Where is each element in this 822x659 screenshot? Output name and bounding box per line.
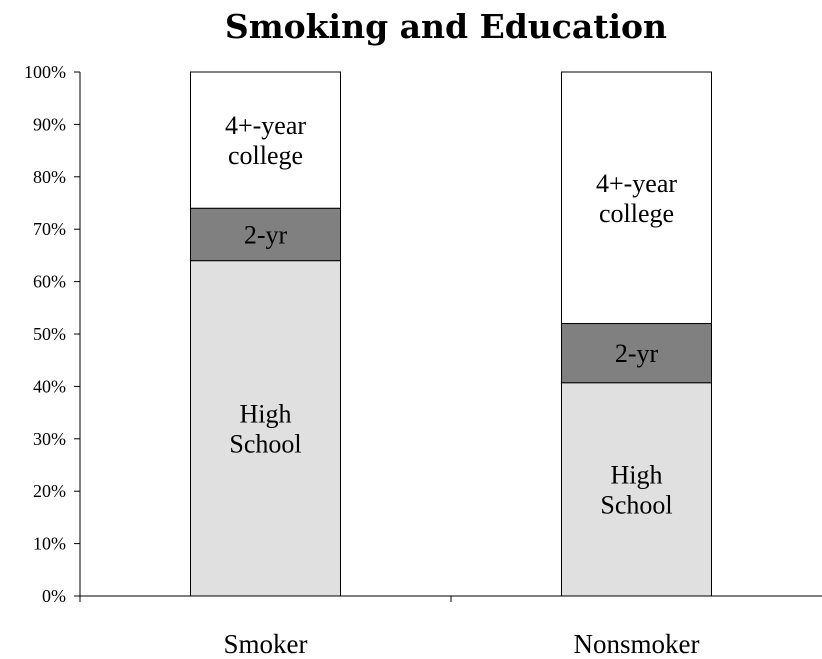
y-tick-label: 10% <box>33 534 66 554</box>
y-tick-label: 40% <box>33 376 66 396</box>
bar-segment <box>190 260 341 597</box>
bar-segment-label: High School <box>229 399 301 458</box>
bar-segment <box>561 382 712 597</box>
bar-segment-label: 2-yr <box>615 339 659 368</box>
x-axis: Smoker Nonsmoker <box>79 595 822 659</box>
bar-segment-label: High School <box>600 460 672 519</box>
y-tick-label: 50% <box>33 324 66 344</box>
x-category-label: Smoker <box>224 629 308 659</box>
y-tick-label: 0% <box>42 586 66 606</box>
y-tick-label: 70% <box>33 219 66 239</box>
bar-segment <box>190 207 341 262</box>
bars-group: High School 2-yr 4+-year college High School 2-… <box>190 71 712 597</box>
y-tick-label: 60% <box>33 272 66 292</box>
y-tick-label: 80% <box>33 167 66 187</box>
bar-segment <box>561 323 712 384</box>
bar-segment-label: 2-yr <box>244 220 288 249</box>
x-category-label: Nonsmoker <box>574 629 700 659</box>
bar-segment-label: 4+-year college <box>596 169 677 228</box>
y-tick-label: 20% <box>33 481 66 501</box>
y-tick-label: 100% <box>24 62 66 82</box>
bar-segment <box>561 71 712 325</box>
bar-segment <box>190 71 341 209</box>
y-tick-label: 90% <box>33 114 66 134</box>
bar-segment-label: 4+-year college <box>225 111 306 170</box>
chart-title: Smoking and Education <box>225 7 667 46</box>
y-tick-label: 30% <box>33 429 66 449</box>
y-axis: 0% 10% 20% 30% 40% 50% 60% 70% 80% 90% 100% <box>24 62 81 606</box>
